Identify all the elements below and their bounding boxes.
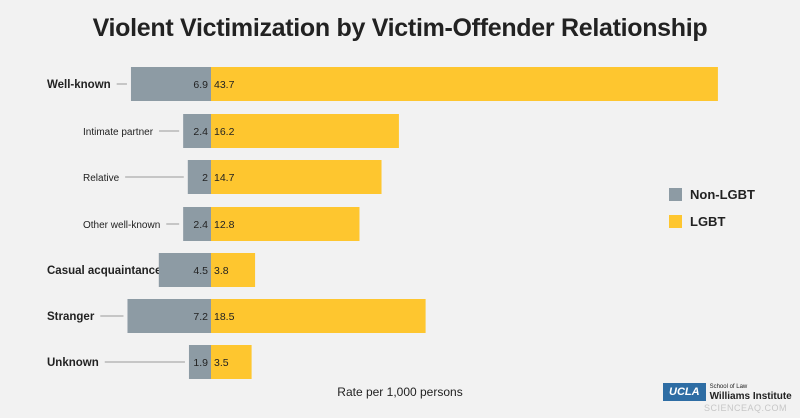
bar-non-lgbt-stranger [127,299,211,333]
category-label-stranger: Stranger [47,311,95,323]
category-label-unknown: Unknown [47,357,99,369]
logo-text: School of Law Williams Institute [709,383,792,402]
chart-title: Violent Victimization by Victim-Offender… [92,14,708,42]
category-label-casual-acquaintance: Casual acquaintance [47,265,161,277]
value-label-lgbt-relative: 14.7 [214,172,235,184]
category-label-intimate-partner: Intimate partner [83,127,154,138]
bar-lgbt-unknown [211,345,252,379]
bar-non-lgbt-other-well-known [183,207,211,241]
bar-non-lgbt-casual-acquaintance [158,253,211,287]
x-axis-label: Rate per 1,000 persons [337,385,463,399]
bar-lgbt-intimate-partner [211,114,399,148]
bar-lgbt-other-well-known [211,207,360,241]
bar-non-lgbt-well-known [130,67,211,101]
value-label-non-lgbt-other-well-known: 2.4 [193,219,208,231]
legend-item-lgbt: LGBT [669,208,755,235]
value-label-non-lgbt-unknown: 1.9 [193,357,208,369]
legend-swatch-non-lgbt [669,188,682,201]
value-label-non-lgbt-well-known: 6.9 [193,79,208,91]
bar-non-lgbt-unknown [188,345,211,379]
category-label-relative: Relative [83,173,120,184]
ucla-logo-mark: UCLA [663,383,706,401]
bar-lgbt-stranger [211,299,426,333]
category-label-other-well-known: Other well-known [83,220,160,231]
legend-swatch-lgbt [669,215,682,228]
value-label-lgbt-well-known: 43.7 [214,79,235,91]
value-label-non-lgbt-intimate-partner: 2.4 [193,126,208,138]
bar-lgbt-relative [211,160,382,194]
bar-non-lgbt-relative [187,160,211,194]
value-label-lgbt-stranger: 18.5 [214,311,235,323]
legend-item-non-lgbt: Non-LGBT [669,181,755,208]
logo-school-text: School of Law [709,384,748,390]
value-label-lgbt-casual-acquaintance: 3.8 [214,265,229,277]
bar-lgbt-casual-acquaintance [211,253,256,287]
watermark: SCIENCEAQ.COM [704,403,788,413]
value-label-non-lgbt-relative: 2 [202,172,208,184]
bar-lgbt-well-known [211,67,718,101]
value-label-non-lgbt-casual-acquaintance: 4.5 [193,265,208,277]
value-label-lgbt-intimate-partner: 16.2 [214,126,235,138]
logo-institute-text: Williams Institute [709,391,792,402]
legend: Non-LGBT LGBT [669,181,755,235]
legend-label-lgbt: LGBT [690,214,726,229]
value-label-lgbt-other-well-known: 12.8 [214,219,235,231]
category-label-well-known: Well-known [47,79,111,91]
value-label-lgbt-unknown: 3.5 [214,357,229,369]
williams-institute-logo: UCLA School of Law Williams Institute [663,383,792,402]
value-label-non-lgbt-stranger: 7.2 [193,311,208,323]
bar-non-lgbt-intimate-partner [183,114,211,148]
legend-label-non-lgbt: Non-LGBT [690,187,755,202]
